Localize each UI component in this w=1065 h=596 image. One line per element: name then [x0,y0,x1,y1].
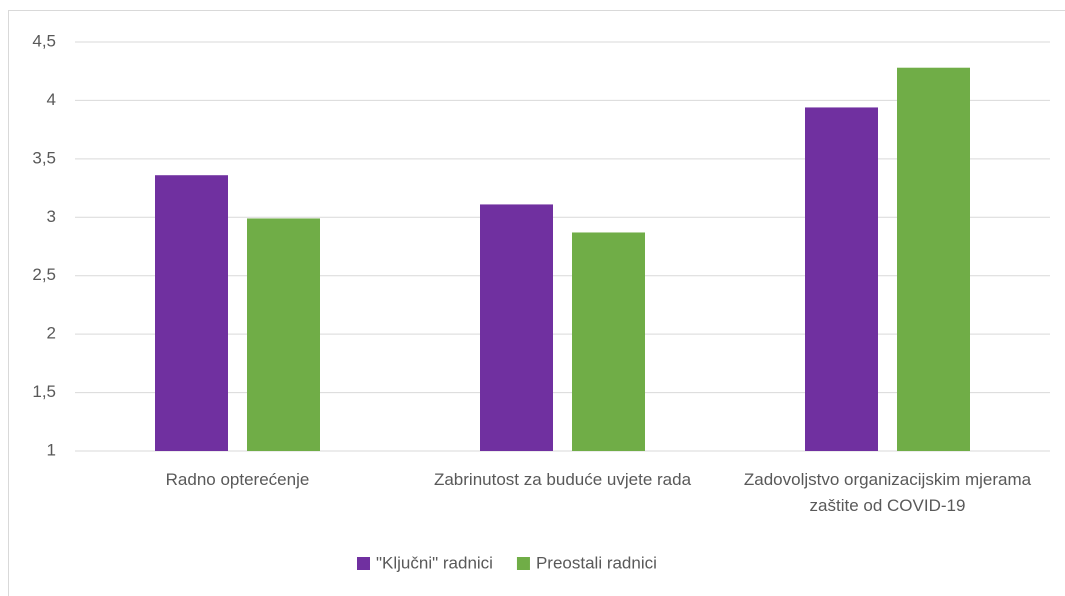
y-tick-label: 1 [47,440,56,459]
y-tick-label: 3 [47,207,56,226]
legend-swatch [516,557,530,570]
bar [480,204,553,451]
x-tick-label: Zabrinutost za buduće uvjete rada [433,470,692,489]
bar [897,67,970,452]
bar [155,175,228,451]
y-tick-label: 1,5 [32,382,56,401]
y-tick-label: 2 [47,324,56,343]
y-tick-label: 2,5 [32,265,56,284]
bar [805,107,878,451]
chart-border [8,10,1065,596]
legend-swatch [357,557,370,570]
x-tick-label: Radno opterećenje [165,470,310,489]
bar [572,232,645,451]
bar [247,218,320,451]
y-tick-label: 4,5 [32,31,56,50]
y-tick-label: 4 [47,90,56,109]
x-tick-label: Zadovoljstvo organizacijskim mjerama zaš… [743,470,1032,515]
y-tick-label: 3,5 [32,148,56,167]
legend-label: "Ključni" radnici [376,553,493,572]
legend-label: Preostali radnici [536,553,657,572]
